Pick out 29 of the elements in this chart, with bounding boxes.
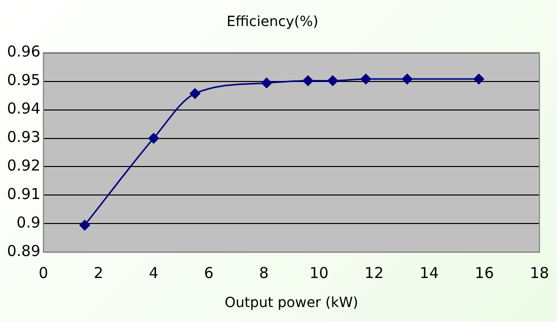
chart-title: Efficiency(%) — [226, 14, 318, 30]
y-tick-label: 0.96 — [6, 42, 40, 61]
point — [79, 220, 90, 230]
x-tick-label: 10 — [309, 264, 329, 282]
x-tick-label: 14 — [420, 264, 439, 282]
y-tick-label: 0.94 — [6, 100, 40, 118]
y-tick-label: 0.91 — [6, 185, 40, 204]
x-tick-label: 18 — [530, 264, 550, 282]
x-tick-label: 6 — [204, 264, 214, 282]
x-tick-label: 2 — [94, 264, 104, 282]
x-tick-label: 0 — [38, 264, 48, 282]
x-tick-label: 16 — [474, 264, 494, 282]
x-tick-label: 12 — [364, 264, 384, 282]
y-tick-label: 0.95 — [6, 71, 40, 90]
y-tick-label: 0.92 — [6, 156, 40, 175]
y-tick-label: 0.89 — [6, 242, 40, 260]
point — [190, 88, 200, 99]
point — [328, 75, 338, 86]
x-tick-label: 4 — [148, 264, 158, 282]
x-axis-title: Output power (kW) — [224, 295, 358, 312]
point — [402, 74, 412, 84]
point — [360, 74, 372, 84]
x-tick-label: 8 — [259, 264, 269, 282]
y-tick-label: 0.9 — [16, 214, 40, 232]
y-tick-label: 0.93 — [6, 128, 40, 146]
point — [474, 74, 484, 84]
point — [302, 75, 314, 86]
point — [261, 78, 272, 88]
point — [148, 133, 159, 144]
